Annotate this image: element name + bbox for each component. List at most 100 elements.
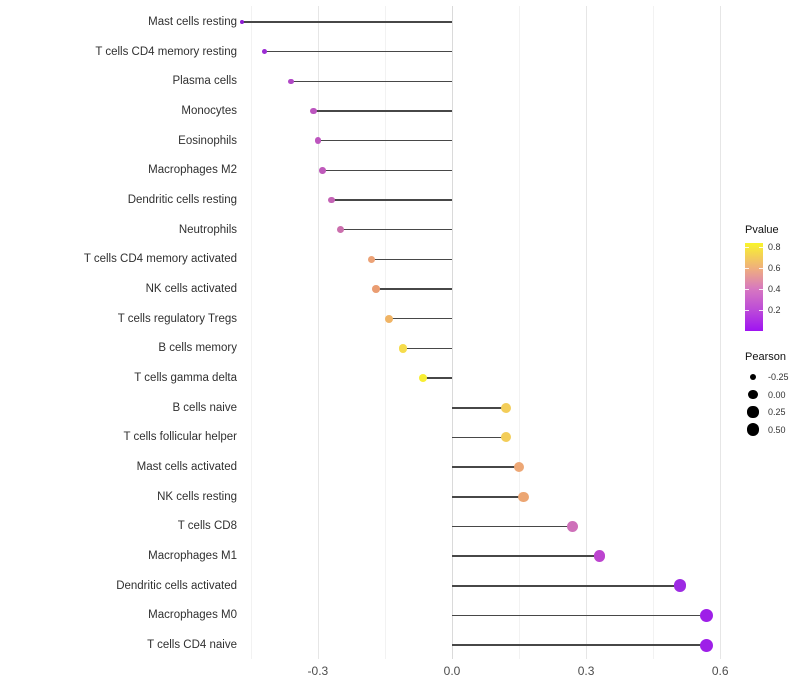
category-label: Mast cells activated	[136, 461, 237, 474]
category-label: NK cells resting	[157, 490, 237, 503]
pearson-size-dot	[749, 373, 757, 381]
category-label: Macrophages M1	[148, 550, 237, 563]
colorbar-tick	[745, 289, 749, 290]
lollipop-dot	[513, 461, 525, 473]
pearson-legend-title: Pearson	[745, 351, 786, 363]
colorbar-tick	[759, 247, 763, 248]
category-label: T cells CD4 naive	[147, 639, 237, 652]
category-label: Dendritic cells activated	[116, 579, 237, 592]
lollipop-stem	[322, 169, 452, 172]
gridline-major	[720, 6, 722, 659]
category-label: T cells regulatory Tregs	[117, 312, 237, 325]
lollipop-dot	[288, 78, 294, 85]
pearson-size-dot	[748, 389, 758, 400]
pearson-size-label: 0.00	[768, 389, 786, 400]
lollipop-stem	[452, 466, 520, 468]
lollipop-dot	[367, 255, 376, 264]
lollipop-dot	[518, 491, 529, 502]
lollipop-stem	[452, 555, 600, 557]
lollipop-stem	[331, 199, 452, 201]
category-label: Plasma cells	[172, 75, 237, 88]
category-label: Macrophages M2	[148, 164, 237, 177]
x-tick-label: -0.3	[307, 664, 329, 678]
gridline-major	[586, 6, 588, 659]
lollipop-stem	[452, 406, 506, 409]
pvalue-legend-title: Pvalue	[745, 224, 779, 236]
lollipop-dot	[700, 638, 714, 652]
colorbar-tick	[759, 310, 763, 311]
x-tick-label: 0.3	[577, 664, 595, 678]
lollipop-dot	[239, 20, 244, 24]
category-label: B cells naive	[172, 401, 237, 414]
lollipop-dot	[567, 520, 579, 532]
lollipop-dot	[418, 373, 428, 383]
lollipop-dot	[700, 608, 714, 622]
category-label: Eosinophils	[178, 134, 237, 147]
colorbar-tick-label: 0.4	[768, 284, 781, 294]
category-label: B cells memory	[158, 342, 237, 355]
gridline-minor	[519, 6, 521, 659]
lollipop-dot	[314, 137, 322, 144]
x-tick-label: 0.0	[443, 664, 461, 678]
category-label: T cells gamma delta	[134, 372, 237, 385]
colorbar-tick	[745, 268, 749, 269]
lollipop-stem	[317, 139, 452, 142]
lollipop-dot	[336, 226, 344, 234]
colorbar-tick	[759, 268, 763, 269]
lollipop-stem	[291, 80, 452, 83]
pvalue-colorbar	[745, 243, 763, 331]
category-label: Monocytes	[181, 105, 237, 117]
category-label: T cells follicular helper	[123, 431, 237, 444]
colorbar-tick-label: 0.6	[768, 263, 781, 273]
category-label: NK cells activated	[145, 283, 237, 296]
lollipop-stem	[389, 317, 452, 320]
lollipop-dot	[310, 107, 317, 115]
colorbar-tick	[745, 310, 749, 311]
lollipop-stem	[241, 21, 452, 23]
lollipop-dot	[327, 196, 335, 204]
category-label: T cells CD8	[177, 520, 237, 533]
category-label: T cells CD4 memory resting	[95, 45, 237, 58]
lollipop-stem	[452, 644, 707, 646]
pearson-size-label: -0.25	[768, 372, 789, 382]
lollipop-stem	[452, 495, 524, 498]
colorbar-tick	[759, 289, 763, 290]
category-label: T cells CD4 memory activated	[83, 253, 237, 266]
gridline-minor	[653, 6, 655, 659]
lollipop-dot	[500, 402, 511, 413]
gridline-minor	[250, 6, 252, 659]
gridline-minor	[384, 6, 386, 659]
pearson-size-label: 0.50	[768, 424, 786, 435]
zero-gridline	[452, 6, 453, 659]
colorbar-tick	[745, 247, 749, 248]
lollipop-stem	[264, 50, 452, 53]
lollipop-stem	[402, 347, 452, 350]
lollipop-dot	[673, 579, 687, 593]
lollipop-dot	[593, 550, 606, 562]
category-label: Dendritic cells resting	[127, 194, 237, 207]
lollipop-dot	[261, 49, 267, 55]
x-tick-label: 0.6	[711, 664, 729, 678]
pearson-size-label: 0.25	[768, 407, 786, 417]
lollipop-stem	[452, 525, 573, 528]
lollipop-stem	[422, 377, 452, 379]
pearson-size-dot	[746, 423, 760, 436]
lollipop-stem	[452, 584, 680, 587]
gridline-major	[317, 6, 319, 659]
pearson-size-dot	[747, 406, 759, 418]
lollipop-stem	[371, 258, 452, 261]
category-label: Mast cells resting	[148, 16, 237, 28]
lollipop-stem	[340, 228, 452, 231]
colorbar-tick-label: 0.2	[768, 305, 781, 315]
lollipop-dot	[372, 285, 380, 293]
category-label: Neutrophils	[178, 223, 237, 236]
category-label: Macrophages M0	[148, 609, 237, 622]
lollipop-dot	[385, 314, 394, 323]
lollipop-dot	[500, 432, 511, 443]
colorbar-tick-label: 0.8	[768, 242, 781, 252]
lollipop-stem	[452, 614, 707, 617]
lollipop-stem	[313, 110, 452, 112]
lollipop-stem	[376, 288, 452, 290]
lollipop-stem	[452, 436, 506, 439]
